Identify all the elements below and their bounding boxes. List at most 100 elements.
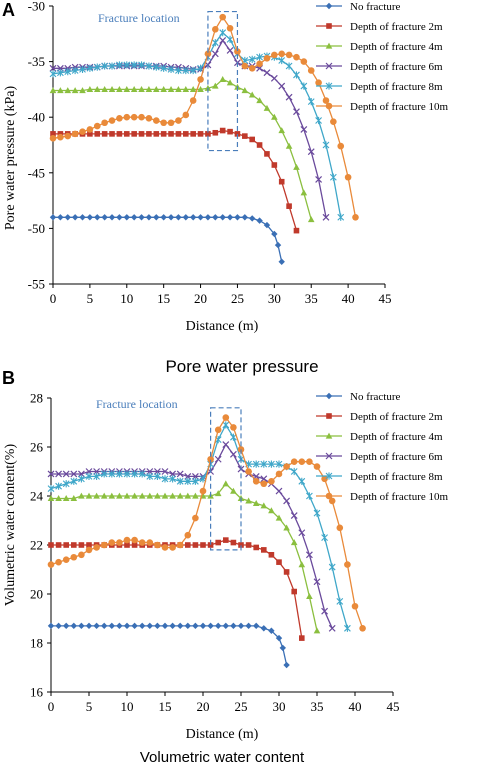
data-point [139,622,146,630]
data-point [189,66,197,75]
data-point [154,541,161,549]
data-point [85,472,93,480]
data-point [336,597,344,605]
data-point [260,502,268,509]
x-tick-label: 45 [379,291,392,306]
data-point [307,216,315,223]
data-point [260,460,268,468]
data-point [86,214,94,221]
data-point [116,131,123,137]
data-point [189,214,197,221]
data-point [253,622,260,630]
data-point [242,133,248,139]
data-point [101,62,109,70]
panel-a-fracture-location-label: Fracture location [98,11,180,25]
series-depth-of-fracture-10m [49,13,359,221]
data-point [109,131,115,137]
panel-a-label: A [2,0,15,20]
data-point [330,118,337,125]
data-point [192,492,199,499]
data-point [219,13,226,21]
x-tick-label: 30 [268,291,281,306]
data-point [189,86,197,92]
data-point [93,472,100,480]
x-tick-label: 40 [349,699,362,714]
data-point [234,214,241,221]
data-point [161,544,169,551]
data-point [93,622,100,630]
data-point [77,470,85,478]
data-point [146,622,153,630]
data-point [321,475,328,483]
data-point [278,50,286,58]
data-point [123,86,131,92]
data-point [199,622,207,630]
data-point [146,539,154,546]
caption-volumetric-water-content: Volumetric water content [140,749,305,766]
data-point [344,173,352,181]
series-line [51,443,333,629]
x-tick-label: 5 [86,699,93,714]
legend-entry-label: Depth of fracture 4m [350,41,443,53]
data-point [71,542,77,548]
data-point [70,553,78,561]
legend-entry-label: Depth of fracture 6m [350,61,443,73]
data-point [94,131,101,137]
data-point [50,131,56,137]
data-point [234,48,241,55]
data-point [264,151,270,157]
y-tick-label: -35 [28,54,45,69]
data-point [100,541,108,549]
data-point [298,561,306,568]
data-point [94,214,101,221]
data-point [275,514,283,521]
x-tick-label: 5 [87,291,94,306]
data-point [175,86,182,92]
series-line [52,31,342,218]
legend-marker [325,492,333,500]
data-point [245,468,252,475]
data-point [322,97,330,104]
data-point [108,622,115,630]
data-point [152,86,160,92]
data-point [344,561,351,568]
data-point [261,547,267,553]
data-point [268,460,275,468]
data-point [79,128,86,135]
data-point [328,497,336,505]
data-point [227,128,233,135]
panel-a-plot: -55 -50 -45 -40 -35 -30 0 5 10 15 20 25 30 35 40 45 No f… [28,0,449,306]
data-point [275,634,283,642]
data-point [131,131,137,137]
data-point [138,86,145,92]
data-point [351,602,359,610]
data-point [70,495,78,502]
data-point [229,450,237,458]
data-point [153,214,160,221]
data-point [93,63,101,71]
data-point [145,62,153,70]
data-point [278,56,286,65]
data-point [212,214,219,221]
data-point [293,71,300,79]
data-point [260,475,268,483]
data-point [271,162,278,168]
x-tick-label: 10 [120,291,133,306]
legend-marker [325,452,333,460]
data-point [57,131,64,137]
x-tick-label: 25 [231,291,244,306]
data-point [268,507,275,514]
data-point [93,544,100,551]
data-point [123,113,131,121]
data-point [108,62,116,70]
data-point [71,87,79,94]
data-point [93,122,101,130]
legend-marker [325,62,333,70]
data-point [215,622,222,630]
data-point [101,622,108,630]
data-point [108,492,116,499]
legend-marker [325,42,333,49]
data-point [290,467,298,476]
data-point [78,475,85,483]
